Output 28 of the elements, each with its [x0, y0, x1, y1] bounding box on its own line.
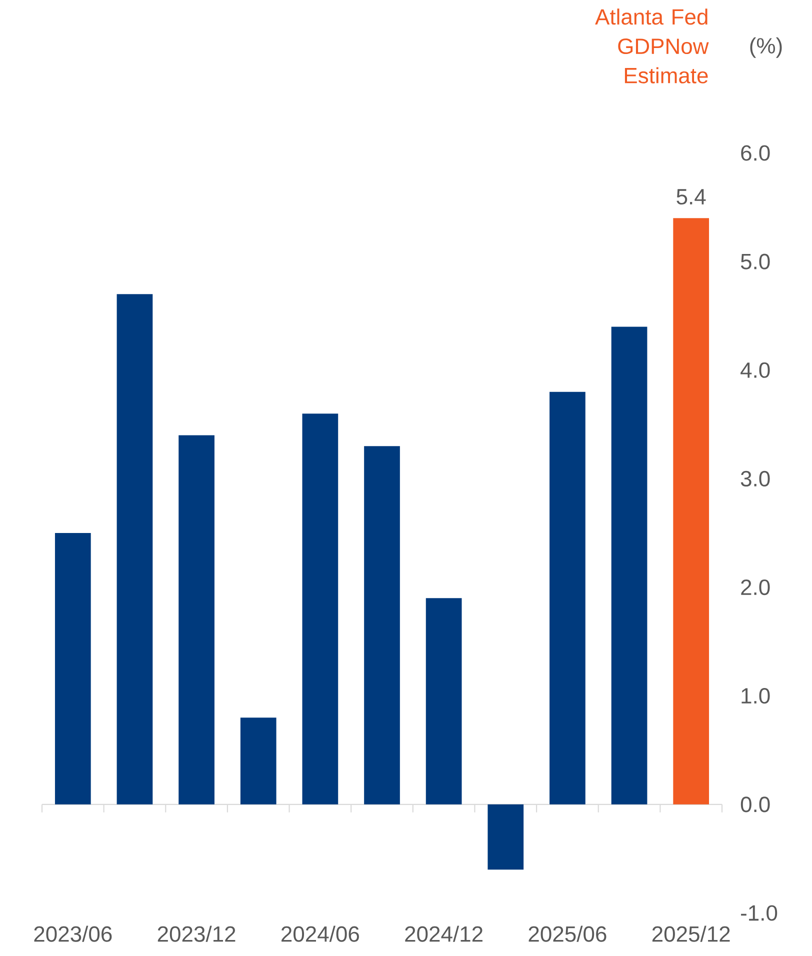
x-tick-label: 2024/12: [405, 926, 482, 942]
y-axis-title: (%): [750, 37, 782, 58]
bar: [54, 532, 91, 804]
bar: [611, 326, 648, 804]
x-tick-label: 2023/06: [34, 926, 112, 942]
text: Atlanta Fed GDPNow Estimate: [595, 8, 709, 84]
y-tick-label: 0.0: [740, 796, 770, 812]
x-tick-label: 2025/12: [652, 926, 730, 942]
bar: [240, 718, 276, 804]
y-tick-label: 4.0: [740, 362, 770, 378]
y-tick-label: 3.0: [740, 470, 770, 486]
data-label: 5.4: [676, 189, 706, 205]
bar: [302, 414, 338, 804]
x-tick-label: 2023/12: [158, 926, 236, 942]
bar: [673, 218, 710, 804]
bar: [116, 294, 153, 804]
x-tick-label: 2025/06: [528, 926, 606, 942]
bar: [178, 435, 214, 804]
bar: [364, 446, 400, 804]
bar: [426, 598, 462, 804]
x-tick-label: 2024/06: [282, 926, 359, 942]
y-tick-label: -1.0: [741, 905, 778, 921]
y-tick-label: 1.0: [742, 688, 770, 704]
bar: [488, 804, 524, 870]
y-tick-label: 6.0: [741, 145, 770, 161]
bar: [550, 392, 586, 804]
y-tick-label: 2.0: [741, 579, 770, 596]
y-tick-label: 5.0: [740, 254, 770, 270]
